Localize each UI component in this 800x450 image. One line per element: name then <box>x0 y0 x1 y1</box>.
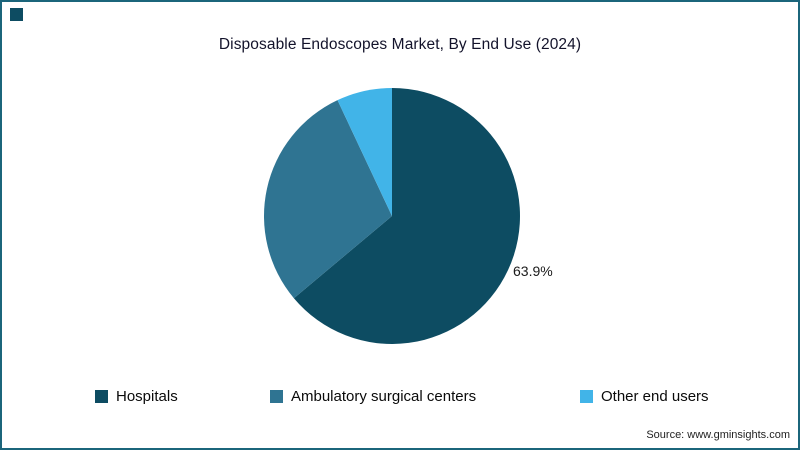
pie-slice-ambulatory-surgical-centers <box>263 100 392 299</box>
legend-label-ambulatory-surgical-centers: Ambulatory surgical centers <box>291 388 477 405</box>
slice-data-label-hospitals: 63.9% <box>513 263 553 279</box>
pie-chart <box>263 88 520 344</box>
pie-slice-hospitals <box>293 88 520 344</box>
chart-title: Disposable Endoscopes Market, By End Use… <box>218 36 582 53</box>
legend-swatch-other-end-users <box>580 390 593 403</box>
legend-swatch-ambulatory-surgical-centers <box>270 390 283 403</box>
legend-item-other-end-users: Other end users <box>580 388 709 405</box>
legend-swatch-hospitals <box>95 390 108 403</box>
legend: Hospitals Ambulatory surgical centers Ot… <box>2 388 798 408</box>
pie-slice-other-end-users <box>337 88 392 216</box>
legend-label-hospitals: Hospitals <box>116 388 178 405</box>
legend-item-hospitals: Hospitals <box>95 388 178 405</box>
legend-item-ambulatory-surgical-centers: Ambulatory surgical centers <box>270 388 476 405</box>
source-text: Source: www.gminsights.com <box>646 429 790 441</box>
corner-accent <box>10 8 23 21</box>
legend-label-other-end-users: Other end users <box>601 388 709 405</box>
